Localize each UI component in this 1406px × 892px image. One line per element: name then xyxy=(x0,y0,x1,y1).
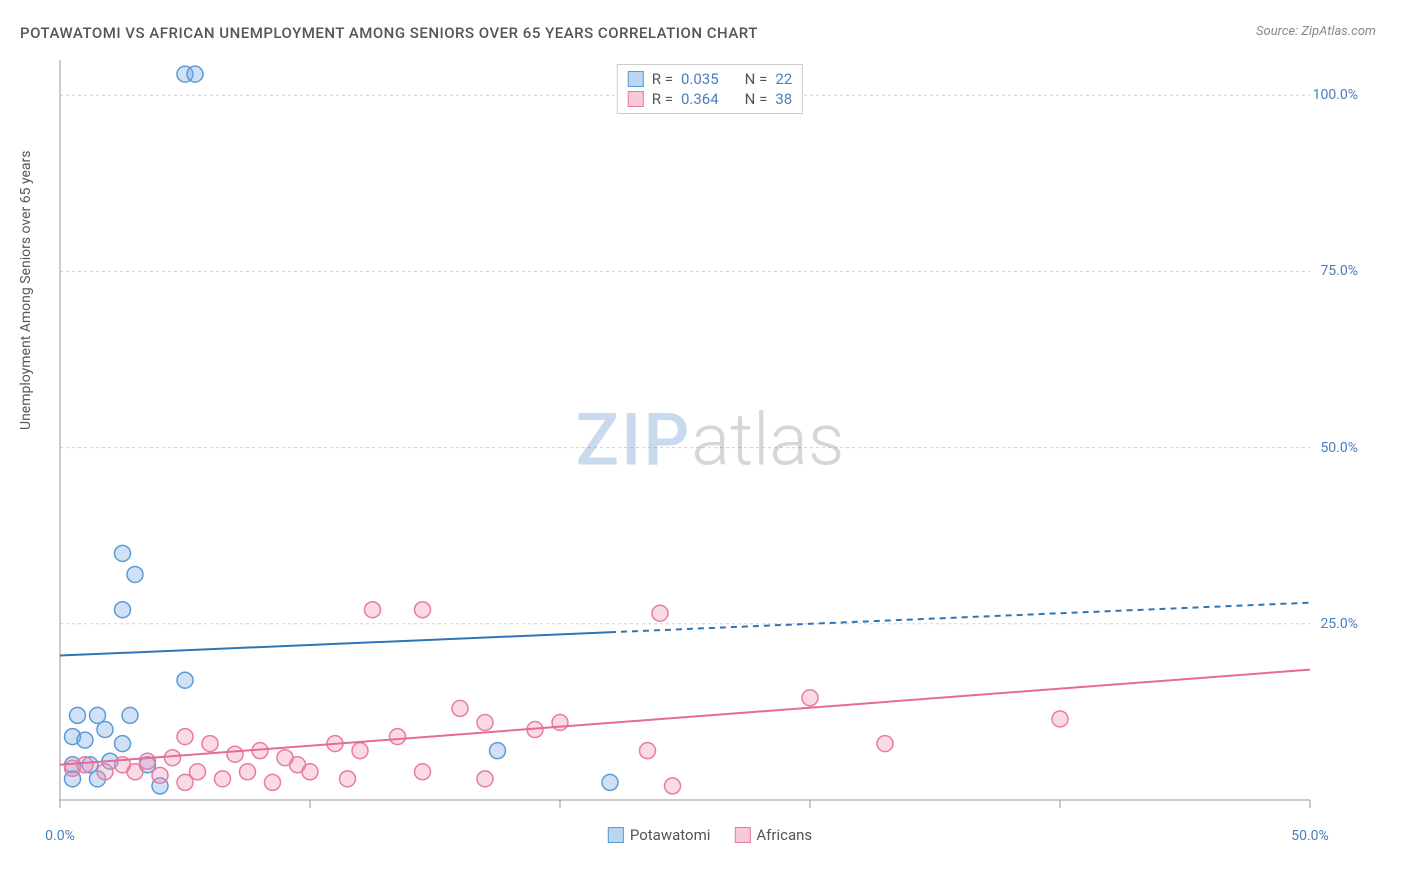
series-legend: Potawatomi Africans xyxy=(608,826,812,844)
stats-legend: R = 0.035 N = 22 R = 0.364 N = 38 xyxy=(617,64,803,114)
legend-label-1: Africans xyxy=(756,826,812,844)
chart-svg xyxy=(50,60,1370,820)
stats-row-0: R = 0.035 N = 22 xyxy=(628,69,792,89)
x-tick-label: 0.0% xyxy=(45,828,75,844)
n-value-0: 22 xyxy=(775,70,792,88)
y-axis-label: Unemployment Among Seniors over 65 years xyxy=(18,151,34,431)
legend-item-0: Potawatomi xyxy=(608,826,711,844)
x-tick-label: 50.0% xyxy=(1291,828,1329,844)
r-label-0: R = xyxy=(652,70,673,88)
n-value-1: 38 xyxy=(775,90,792,108)
r-value-0: 0.035 xyxy=(681,70,719,88)
y-tick-label: 25.0% xyxy=(1320,616,1358,632)
legend-item-1: Africans xyxy=(734,826,812,844)
n-label-1: N = xyxy=(745,90,768,108)
stats-row-1: R = 0.364 N = 38 xyxy=(628,89,792,109)
r-label-1: R = xyxy=(652,90,673,108)
chart-area: ZIPatlas R = 0.035 N = 22 R = 0.364 N = … xyxy=(50,60,1370,820)
y-tick-label: 75.0% xyxy=(1320,263,1358,279)
chart-title: POTAWATOMI VS AFRICAN UNEMPLOYMENT AMONG… xyxy=(20,24,758,42)
swatch-potawatomi xyxy=(628,71,644,87)
y-tick-label: 50.0% xyxy=(1320,440,1358,456)
r-value-1: 0.364 xyxy=(681,90,719,108)
legend-swatch-africans xyxy=(734,827,750,843)
legend-label-0: Potawatomi xyxy=(630,826,711,844)
y-tick-label: 100.0% xyxy=(1313,87,1358,103)
legend-swatch-potawatomi xyxy=(608,827,624,843)
swatch-africans xyxy=(628,91,644,107)
n-label-0: N = xyxy=(745,70,768,88)
source-credit: Source: ZipAtlas.com xyxy=(1256,24,1376,39)
